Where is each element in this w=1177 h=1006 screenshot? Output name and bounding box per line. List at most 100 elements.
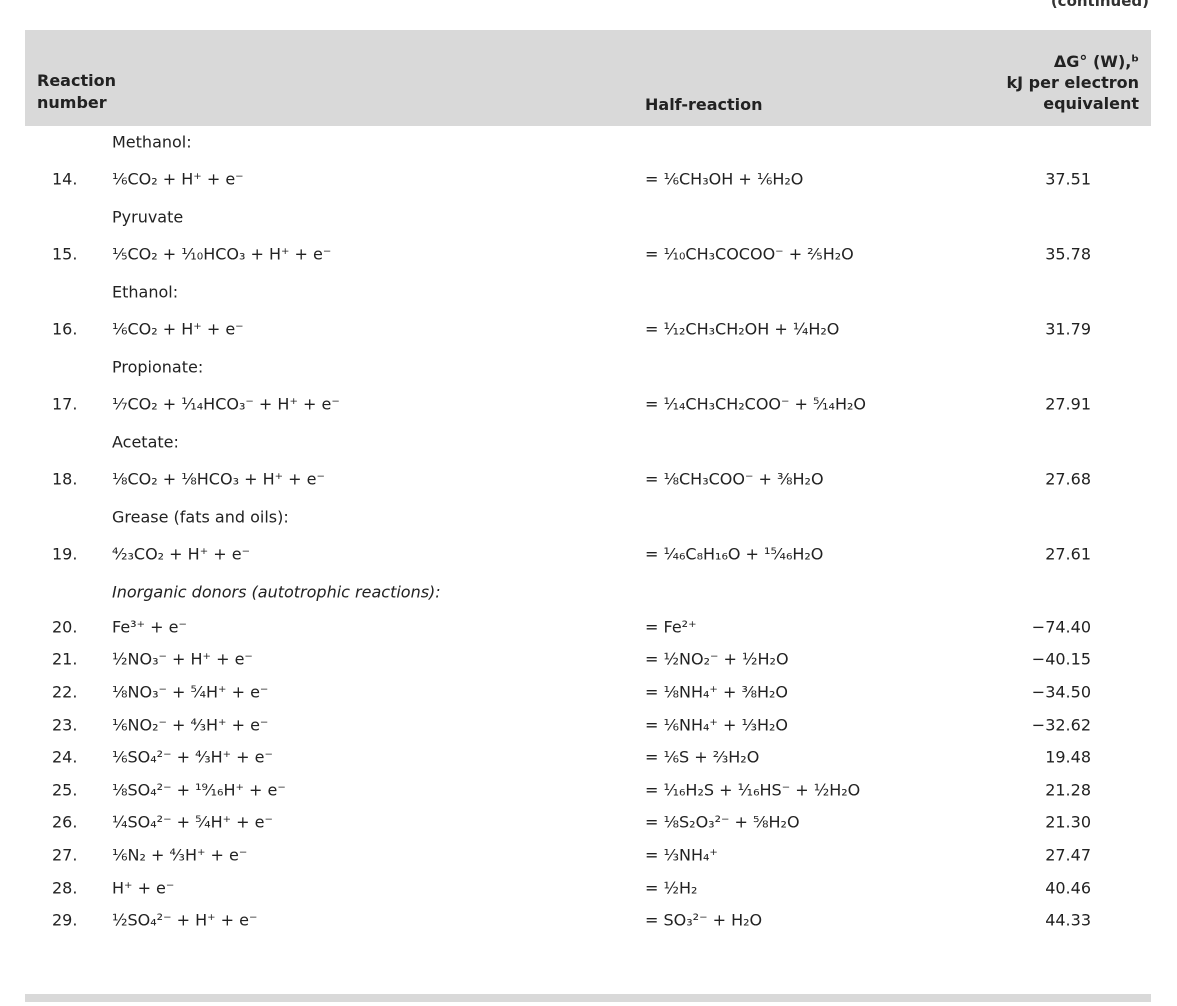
table-row: 14. ⅙CO₂ + H⁺ + e⁻ = ⅙CH₃OH + ⅙H₂O 37.51	[25, 161, 1151, 199]
section-label: Grease (fats and oils):	[112, 507, 289, 527]
header-text: equivalent	[1043, 94, 1139, 113]
reaction-number: 14.	[52, 169, 78, 189]
section-label: Pyruvate	[112, 207, 184, 227]
reaction-lhs: ⅙SO₄²⁻ + ⁴⁄₃H⁺ + e⁻	[112, 747, 273, 767]
table-row: 17. ⅐CO₂ + ¹⁄₁₄HCO₃⁻ + H⁺ + e⁻ = ¹⁄₁₄CH₃CH…	[25, 386, 1151, 424]
reaction-rhs: = ⅒CH₃COCOO⁻ + ⅖H₂O	[645, 244, 854, 264]
delta-g-value: 19.48	[1045, 747, 1091, 767]
reaction-rhs: = ⅛NH₄⁺ + ⅜H₂O	[645, 682, 788, 702]
reaction-rhs: = ¹⁄₁₂CH₃CH₂OH + ¼H₂O	[645, 319, 840, 339]
section-label: Acetate:	[112, 432, 179, 452]
reaction-lhs: ⅛NO₃⁻ + ⁵⁄₄H⁺ + e⁻	[112, 682, 269, 702]
delta-g-value: 44.33	[1045, 910, 1091, 930]
reaction-lhs: ⁴⁄₂₃CO₂ + H⁺ + e⁻	[112, 544, 251, 564]
table-row: 19. ⁴⁄₂₃CO₂ + H⁺ + e⁻ = ¹⁄₄₆C₈H₁₆O + ¹⁵⁄₄₆…	[25, 536, 1151, 574]
reaction-rhs: = SO₃²⁻ + H₂O	[645, 910, 763, 930]
reaction-lhs: ⅙NO₂⁻ + ⁴⁄₃H⁺ + e⁻	[112, 715, 269, 735]
section-label-row: Grease (fats and oils):	[25, 498, 1151, 536]
delta-g-value: −74.40	[1031, 617, 1091, 637]
reaction-rhs: = ⅙CH₃OH + ⅙H₂O	[645, 169, 804, 189]
section-label-row: Inorganic donors (autotrophic reactions)…	[25, 573, 1151, 611]
reaction-rhs: = ½NO₂⁻ + ½H₂O	[645, 649, 789, 669]
reaction-lhs: Fe³⁺ + e⁻	[112, 617, 187, 637]
reaction-number: 17.	[52, 394, 78, 414]
reaction-lhs: ¼SO₄²⁻ + ⁵⁄₄H⁺ + e⁻	[112, 812, 273, 832]
delta-g-value: −34.50	[1031, 682, 1091, 702]
reaction-number: 15.	[52, 244, 78, 264]
header-text: ΔG° (W),ᵇ	[1053, 52, 1139, 71]
reaction-lhs: ⅙N₂ + ⁴⁄₃H⁺ + e⁻	[112, 845, 248, 865]
delta-g-value: 27.61	[1045, 544, 1091, 564]
delta-g-value: 21.30	[1045, 812, 1091, 832]
table-row: 25. ⅛SO₄²⁻ + ¹⁹⁄₁₆H⁺ + e⁻ = ¹⁄₁₆H₂S + ¹⁄₁₆…	[25, 773, 1151, 806]
header-half-reaction: Half-reaction	[645, 95, 763, 114]
section-label-row: Propionate:	[25, 348, 1151, 386]
reaction-lhs: ⅙CO₂ + H⁺ + e⁻	[112, 169, 244, 189]
table-row: 27. ⅙N₂ + ⁴⁄₃H⁺ + e⁻ = ⅓NH₄⁺ 27.47	[25, 839, 1151, 872]
table-row: 28. H⁺ + e⁻ = ½H₂ 40.46	[25, 871, 1151, 904]
reaction-lhs: ⅐CO₂ + ¹⁄₁₄HCO₃⁻ + H⁺ + e⁻	[112, 394, 340, 414]
reaction-rhs: = ¹⁄₁₆H₂S + ¹⁄₁₆HS⁻ + ½H₂O	[645, 780, 861, 800]
reaction-number: 23.	[52, 715, 78, 735]
reaction-lhs: ½NO₃⁻ + H⁺ + e⁻	[112, 649, 253, 669]
reaction-number: 19.	[52, 544, 78, 564]
reaction-number: 20.	[52, 617, 78, 637]
table-row: 23. ⅙NO₂⁻ + ⁴⁄₃H⁺ + e⁻ = ⅙NH₄⁺ + ⅓H₂O −32.6…	[25, 708, 1151, 741]
reaction-number: 27.	[52, 845, 78, 865]
reaction-lhs: ⅙CO₂ + H⁺ + e⁻	[112, 319, 244, 339]
reaction-rhs: = ⅛S₂O₃²⁻ + ⅝H₂O	[645, 812, 800, 832]
table-header: Reaction number Half-reaction ΔG° (W),ᵇ …	[25, 30, 1151, 126]
header-reaction-number: Reaction number	[37, 70, 116, 114]
continued-note: (continued)	[1050, 0, 1149, 10]
delta-g-value: 27.68	[1045, 469, 1091, 489]
reaction-number: 22.	[52, 682, 78, 702]
delta-g-value: 27.91	[1045, 394, 1091, 414]
reaction-rhs: = ¹⁄₁₄CH₃CH₂COO⁻ + ⁵⁄₁₄H₂O	[645, 394, 866, 414]
delta-g-value: 37.51	[1045, 169, 1091, 189]
table-row: 15. ⅕CO₂ + ⅒HCO₃ + H⁺ + e⁻ = ⅒CH₃COCOO⁻ + …	[25, 236, 1151, 274]
delta-g-value: 31.79	[1045, 319, 1091, 339]
reaction-number: 16.	[52, 319, 78, 339]
reaction-number: 25.	[52, 780, 78, 800]
delta-g-value: 27.47	[1045, 845, 1091, 865]
header-delta-g: ΔG° (W),ᵇ kJ per electron equivalent	[939, 51, 1139, 114]
section-label-row: Acetate:	[25, 423, 1151, 461]
header-text: Reaction	[37, 71, 116, 90]
table-row: 26. ¼SO₄²⁻ + ⁵⁄₄H⁺ + e⁻ = ⅛S₂O₃²⁻ + ⅝H₂O 21…	[25, 806, 1151, 839]
header-text: kJ per electron	[1006, 73, 1139, 92]
section-label: Inorganic donors (autotrophic reactions)…	[112, 582, 441, 602]
table-row: 20. Fe³⁺ + e⁻ = Fe²⁺ −74.40	[25, 611, 1151, 644]
delta-g-value: 21.28	[1045, 780, 1091, 800]
section-label-row: Ethanol:	[25, 273, 1151, 311]
reaction-rhs: = ⅛CH₃COO⁻ + ⅜H₂O	[645, 469, 824, 489]
table-row: 29. ½SO₄²⁻ + H⁺ + e⁻ = SO₃²⁻ + H₂O 44.33	[25, 904, 1151, 937]
section-label: Ethanol:	[112, 282, 179, 302]
table-row: 21. ½NO₃⁻ + H⁺ + e⁻ = ½NO₂⁻ + ½H₂O −40.15	[25, 643, 1151, 676]
delta-g-value: 40.46	[1045, 878, 1091, 898]
reaction-number: 24.	[52, 747, 78, 767]
reaction-rhs: = Fe²⁺	[645, 617, 697, 637]
table-bottom-rule	[25, 994, 1151, 1002]
reaction-number: 28.	[52, 878, 78, 898]
section-label-row: Pyruvate	[25, 198, 1151, 236]
reaction-number: 26.	[52, 812, 78, 832]
table-row: 22. ⅛NO₃⁻ + ⁵⁄₄H⁺ + e⁻ = ⅛NH₄⁺ + ⅜H₂O −34.5…	[25, 676, 1151, 709]
reaction-rhs: = ⅙NH₄⁺ + ⅓H₂O	[645, 715, 788, 735]
reaction-number: 29.	[52, 910, 78, 930]
reaction-lhs: ⅕CO₂ + ⅒HCO₃ + H⁺ + e⁻	[112, 244, 332, 264]
delta-g-value: −40.15	[1031, 649, 1091, 669]
reaction-rhs: = ½H₂	[645, 878, 698, 898]
reaction-lhs: H⁺ + e⁻	[112, 878, 175, 898]
section-label: Propionate:	[112, 357, 204, 377]
table-row: 16. ⅙CO₂ + H⁺ + e⁻ = ¹⁄₁₂CH₃CH₂OH + ¼H₂O 31…	[25, 311, 1151, 349]
table-row: 18. ⅛CO₂ + ⅛HCO₃ + H⁺ + e⁻ = ⅛CH₃COO⁻ + ⅜H…	[25, 461, 1151, 499]
reaction-lhs: ⅛CO₂ + ⅛HCO₃ + H⁺ + e⁻	[112, 469, 325, 489]
reaction-rhs: = ⅙S + ⅔H₂O	[645, 747, 760, 767]
header-text: number	[37, 93, 107, 112]
table-row: 24. ⅙SO₄²⁻ + ⁴⁄₃H⁺ + e⁻ = ⅙S + ⅔H₂O 19.48	[25, 741, 1151, 774]
delta-g-value: 35.78	[1045, 244, 1091, 264]
reaction-rhs: = ⅓NH₄⁺	[645, 845, 718, 865]
delta-g-value: −32.62	[1031, 715, 1091, 735]
reaction-lhs: ½SO₄²⁻ + H⁺ + e⁻	[112, 910, 258, 930]
reaction-number: 21.	[52, 649, 78, 669]
